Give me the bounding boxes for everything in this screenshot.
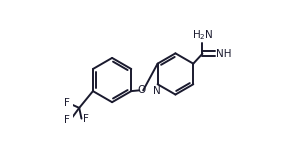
Text: NH: NH bbox=[216, 49, 231, 59]
Text: F: F bbox=[64, 98, 70, 108]
Text: O: O bbox=[137, 85, 145, 95]
Text: F: F bbox=[83, 114, 89, 124]
Text: F: F bbox=[64, 115, 70, 125]
Text: N: N bbox=[152, 86, 160, 96]
Text: H$_2$N: H$_2$N bbox=[192, 28, 213, 42]
